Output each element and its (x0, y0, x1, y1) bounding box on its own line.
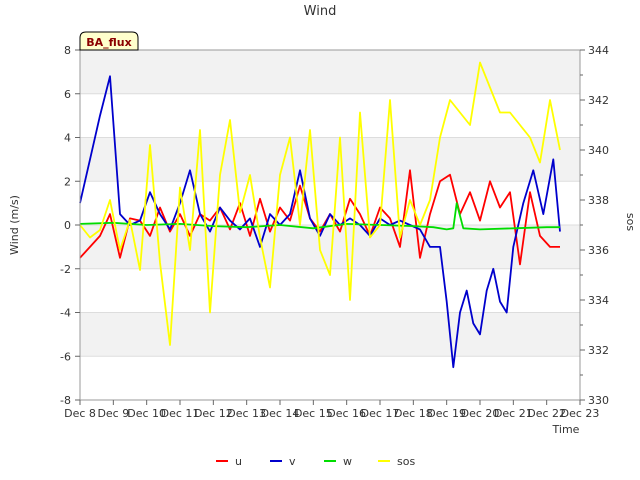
series-layer (79, 61, 561, 369)
y2-tick-label: 338 (588, 194, 609, 207)
y-axis-left: -8 -6 -4 -2 0 2 4 6 8 (60, 44, 80, 407)
y-tick-label: -4 (60, 307, 71, 320)
x-tick-label: Dec 11 (161, 407, 200, 420)
y-tick-label: -6 (60, 350, 71, 363)
series-line-sos (79, 61, 561, 346)
legend-label-w: w (343, 455, 352, 468)
y-tick-label: -2 (60, 263, 71, 276)
chart-title: Wind (304, 4, 337, 19)
x-tick-label: Dec 16 (327, 407, 366, 420)
y-tick-label: 4 (64, 132, 71, 145)
x-tick-label: Dec 19 (427, 407, 466, 420)
background-bands (80, 50, 580, 357)
x-tick-label: Dec 12 (194, 407, 233, 420)
x-axis-title: Time (552, 423, 580, 436)
y-tick-label: -8 (60, 394, 71, 407)
y2-tick-label: 344 (588, 44, 609, 57)
y-tick-label: 6 (64, 88, 71, 101)
legend-label-u: u (235, 455, 242, 468)
badge-shape (79, 31, 139, 51)
y2-tick-label: 342 (588, 94, 609, 107)
station-badge: BA_flux (79, 31, 139, 51)
background-band (80, 225, 580, 269)
x-tick-label: Dec 13 (227, 407, 266, 420)
x-tick-label: Dec 15 (294, 407, 333, 420)
x-tick-label: Dec 20 (461, 407, 500, 420)
x-tick-label: Dec 9 (97, 407, 129, 420)
y-tick-label: 0 (64, 219, 71, 232)
badge-label: BA_flux (86, 36, 131, 49)
y-axis-title: Wind (m/s) (8, 195, 21, 255)
x-tick-label: Dec 14 (261, 407, 300, 420)
y2-tick-label: 336 (588, 244, 609, 257)
x-tick-label: Dec 23 (561, 407, 600, 420)
background-band (80, 312, 580, 357)
x-tick-label: Dec 18 (394, 407, 433, 420)
y2-axis-title: sos (624, 213, 637, 231)
background-band (80, 50, 580, 94)
x-tick-label: Dec 17 (361, 407, 400, 420)
y2-tick-label: 334 (588, 294, 609, 307)
y2-tick-label: 330 (588, 394, 609, 407)
x-tick-label: Dec 21 (494, 407, 533, 420)
background-band (80, 137, 580, 182)
y-axis-right: 330 332 334 336 338 340 342 344 (580, 44, 609, 407)
legend: u v w sos (216, 455, 415, 468)
x-tick-label: Dec 10 (127, 407, 166, 420)
series-line-u (79, 169, 560, 266)
y2-tick-label: 332 (588, 344, 609, 357)
legend-label-v: v (289, 455, 296, 468)
y-tick-label: 2 (64, 175, 71, 188)
x-tick-label: Dec 8 (64, 407, 96, 420)
x-tick-label: Dec 22 (527, 407, 566, 420)
y-tick-label: 8 (64, 44, 71, 57)
y2-tick-label: 340 (588, 144, 609, 157)
legend-label-sos: sos (397, 455, 415, 468)
